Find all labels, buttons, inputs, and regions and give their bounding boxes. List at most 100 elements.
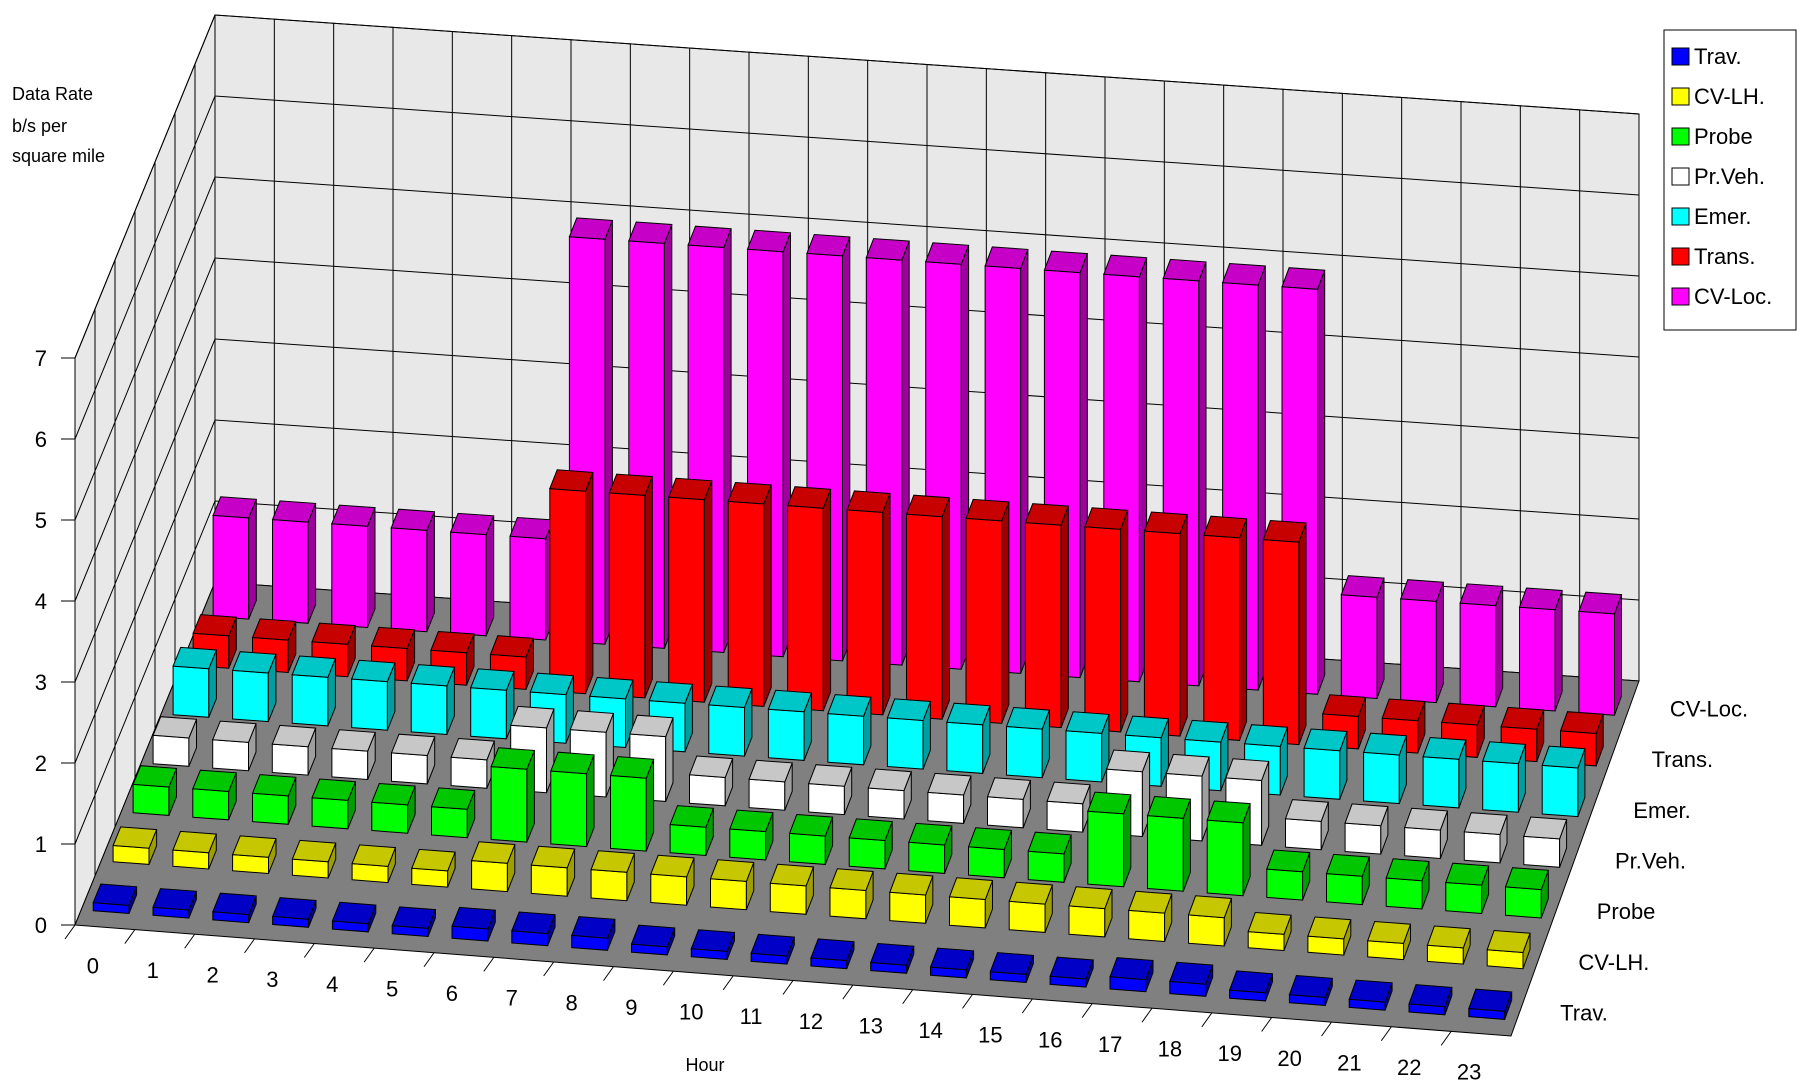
bar-pr-veh--hour-3 xyxy=(331,729,376,781)
bar-trans--hour-14 xyxy=(1024,503,1070,729)
bar-trav--hour-2 xyxy=(212,892,257,924)
bar-cv-lh--hour-14 xyxy=(948,877,994,929)
bar-trav--hour-16 xyxy=(1049,956,1094,988)
bar-emer--hour-13 xyxy=(946,702,991,774)
bar-cv-lh--hour-23 xyxy=(1486,929,1531,970)
bar-emer--hour-21 xyxy=(1422,736,1467,809)
legend-label: Pr.Veh. xyxy=(1694,164,1765,189)
bar-probe-hour-18 xyxy=(1206,800,1251,897)
bar-cv-lh--hour-15 xyxy=(1008,881,1054,933)
x-tick xyxy=(1081,1003,1093,1018)
y-tick-label: 6 xyxy=(35,427,47,452)
bar-trav--hour-22 xyxy=(1408,984,1453,1016)
x-tick-label: 21 xyxy=(1337,1050,1361,1075)
x-tick xyxy=(842,984,854,1000)
x-tick-label: 20 xyxy=(1277,1046,1301,1071)
legend-swatch xyxy=(1671,87,1690,106)
bar-probe-hour-9 xyxy=(669,805,715,857)
bar-cv-lh--hour-13 xyxy=(889,872,934,924)
bar-emer--hour-23 xyxy=(1541,745,1586,818)
bar-cv-loc--hour-1 xyxy=(271,500,317,624)
y-tick-label: 4 xyxy=(35,589,47,614)
x-tick xyxy=(902,989,914,1005)
x-tick xyxy=(1261,1017,1273,1032)
bar-emer--hour-10 xyxy=(767,689,813,761)
x-tick-label: 2 xyxy=(206,963,218,988)
legend-label: Trans. xyxy=(1694,244,1756,269)
x-tick-label: 0 xyxy=(87,953,99,978)
bar-cv-lh--hour-2 xyxy=(231,835,277,875)
x-tick xyxy=(962,994,973,1009)
depth-tick-label: Trav. xyxy=(1560,1001,1608,1026)
bar-trav--hour-12 xyxy=(810,938,855,970)
x-tick-label: 13 xyxy=(859,1013,883,1038)
y-tick-label: 1 xyxy=(35,832,47,857)
bar-trav--hour-18 xyxy=(1169,961,1214,997)
x-tick xyxy=(423,952,435,968)
bar-cv-lh--hour-4 xyxy=(351,844,397,884)
bar-pr-veh--hour-19 xyxy=(1284,799,1329,851)
legend-label: CV-LH. xyxy=(1694,84,1765,109)
bar-trans--hour-12 xyxy=(905,494,951,720)
bar-pr-veh--hour-5 xyxy=(450,737,496,789)
bar-pr-veh--hour-10 xyxy=(748,759,793,811)
bar-trans--hour-10 xyxy=(786,486,832,712)
depth-tick-label: CV-Loc. xyxy=(1670,696,1748,721)
x-tick xyxy=(244,938,255,954)
bar-probe-hour-11 xyxy=(788,813,834,865)
y-axis-title-line-2: b/s per xyxy=(12,116,67,136)
bar-pr-veh--hour-13 xyxy=(927,772,972,824)
bar-cv-lh--hour-16 xyxy=(1068,886,1113,938)
legend-label: Trav. xyxy=(1694,44,1742,69)
x-tick-label: 22 xyxy=(1397,1055,1421,1080)
bar-probe-hour-22 xyxy=(1445,862,1490,915)
bar-cv-lh--hour-1 xyxy=(172,830,218,870)
bar-cv-loc--hour-4 xyxy=(449,512,495,637)
x-tick xyxy=(782,980,794,995)
x-tick xyxy=(1380,1026,1392,1042)
x-tick-label: 19 xyxy=(1218,1041,1242,1066)
bar-trav--hour-20 xyxy=(1288,974,1333,1007)
legend-swatch xyxy=(1671,207,1690,226)
y-tick-label: 3 xyxy=(35,670,47,695)
x-tick xyxy=(722,975,734,991)
bar-probe-hour-0 xyxy=(132,765,178,816)
bar-probe-hour-6 xyxy=(490,747,536,843)
x-tick xyxy=(64,924,76,940)
depth-tick-label: Trans. xyxy=(1652,747,1714,772)
bar-trav--hour-14 xyxy=(929,947,975,979)
bar-emer--hour-12 xyxy=(886,698,932,770)
bar-probe-hour-10 xyxy=(729,809,774,861)
bar-probe-hour-3 xyxy=(311,778,357,830)
x-tick-label: 4 xyxy=(326,972,338,997)
x-tick-label: 14 xyxy=(918,1018,942,1043)
bar-trav--hour-1 xyxy=(152,888,198,919)
legend-swatch xyxy=(1671,127,1690,146)
bar-pr-veh--hour-0 xyxy=(152,716,198,767)
bar-pr-veh--hour-4 xyxy=(390,733,436,785)
y-axis-title-line-3: square mile xyxy=(12,146,105,166)
bar-cv-lh--hour-3 xyxy=(291,839,337,879)
bar-cv-loc--hour-20 xyxy=(1399,579,1445,704)
bar-cv-lh--hour-10 xyxy=(709,859,755,911)
bar-trav--hour-10 xyxy=(690,929,736,961)
x-tick-label: 18 xyxy=(1158,1037,1182,1062)
x-tick-label: 3 xyxy=(266,967,278,992)
y-tick-label: 0 xyxy=(35,913,47,938)
bar-emer--hour-22 xyxy=(1482,741,1527,813)
bar-cv-lh--hour-6 xyxy=(470,841,516,893)
x-tick-label: 6 xyxy=(446,981,458,1006)
x-tick-label: 12 xyxy=(799,1009,823,1034)
bar-cv-lh--hour-5 xyxy=(411,848,456,888)
x-tick-label: 7 xyxy=(506,986,518,1011)
bar-probe-hour-8 xyxy=(609,756,655,852)
bar-trans--hour-15 xyxy=(1084,507,1129,733)
x-tick xyxy=(483,957,495,972)
bar-probe-hour-20 xyxy=(1325,853,1370,906)
depth-tick-label: Probe xyxy=(1597,899,1656,924)
bar-probe-hour-16 xyxy=(1087,791,1132,888)
bar-trans--hour-18 xyxy=(1262,519,1307,746)
legend-swatch xyxy=(1671,287,1690,306)
bar-pr-veh--hour-2 xyxy=(271,724,317,776)
